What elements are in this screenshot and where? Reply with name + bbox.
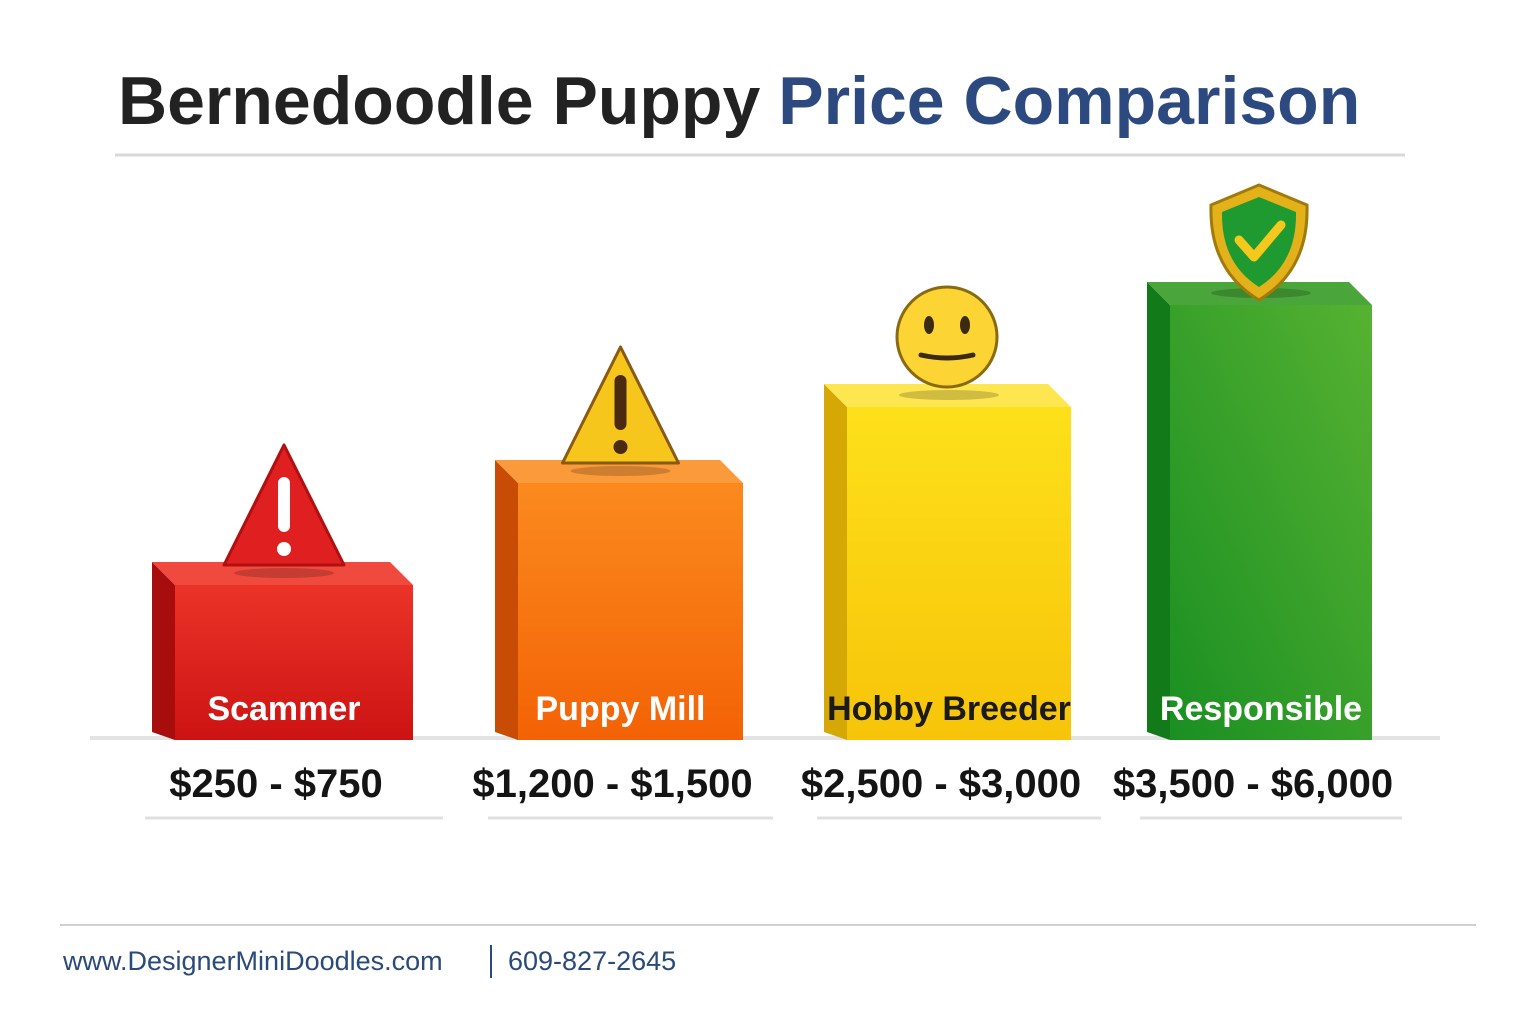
bar-side xyxy=(1147,282,1170,740)
footer-phone: 609-827-2645 xyxy=(508,946,676,976)
eye xyxy=(960,316,970,334)
bar-label: Puppy Mill xyxy=(536,690,706,728)
icon-shadow xyxy=(570,466,671,476)
bar-side xyxy=(495,460,518,740)
bar-top xyxy=(824,384,1071,407)
bar-label: Scammer xyxy=(207,690,360,728)
bar xyxy=(518,483,743,740)
shield-inner xyxy=(1221,197,1297,287)
warning-mark xyxy=(614,375,627,430)
neutral-face xyxy=(895,285,999,389)
warning-dot xyxy=(613,440,628,454)
bar-label: Hobby Breeder xyxy=(827,690,1071,728)
bar-top xyxy=(495,460,743,483)
bar-side xyxy=(824,384,847,740)
bar-side xyxy=(152,562,175,740)
title-accent: Price Comparison xyxy=(778,63,1360,139)
icon-shadow xyxy=(234,568,334,578)
mouth xyxy=(918,352,976,361)
bar xyxy=(1170,305,1372,740)
price-range: $2,500 - $3,000 xyxy=(801,762,1081,806)
check-mark xyxy=(1234,220,1286,262)
title-main: Bernedoodle Puppy xyxy=(118,63,760,139)
icon-shadow xyxy=(899,390,999,400)
price-range: $250 - $750 xyxy=(169,762,383,806)
bar-label: Responsible xyxy=(1160,690,1362,728)
warning-dot xyxy=(277,542,291,556)
price-range: $3,500 - $6,000 xyxy=(1113,762,1393,806)
footer-website: www.DesignerMiniDoodles.com xyxy=(62,946,443,976)
warning-mark xyxy=(278,477,290,532)
bars: Scammer $250 - $750 Puppy Mill $1,200 - $1,… xyxy=(145,183,1402,820)
title: Bernedoodle Puppy Price Comparison xyxy=(118,63,1360,139)
bar xyxy=(847,407,1071,740)
bar xyxy=(175,585,413,740)
price-range: $1,200 - $1,500 xyxy=(472,762,752,806)
bar-top xyxy=(152,562,413,585)
eye xyxy=(924,316,934,334)
